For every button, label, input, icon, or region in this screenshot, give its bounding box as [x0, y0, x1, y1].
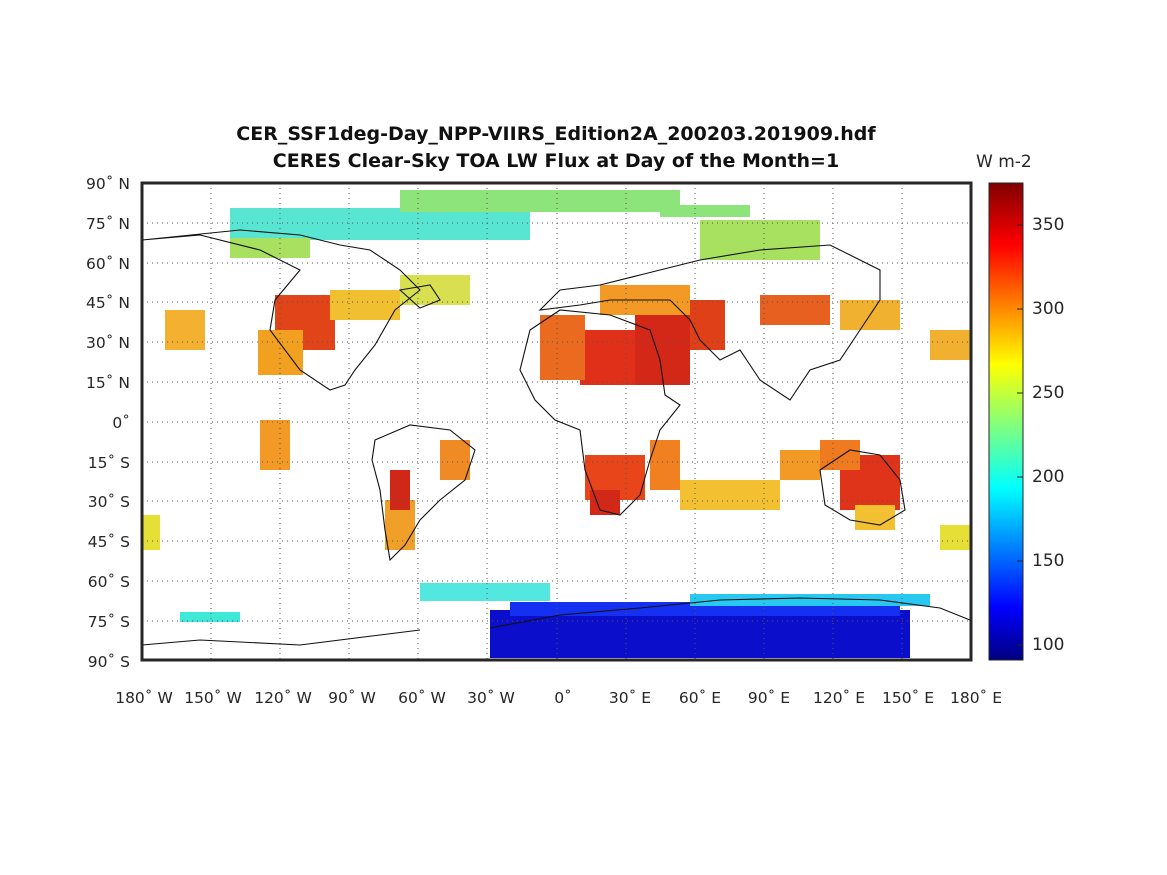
lon-label: 60˚ W — [398, 689, 446, 707]
lon-label: 150˚ W — [184, 689, 242, 707]
antarctic-low-flux — [490, 610, 910, 658]
south-america-coast — [371, 424, 476, 562]
lat-label: 30˚ N — [86, 334, 130, 352]
colorbar-tick-label: 300 — [1032, 299, 1065, 319]
pacific-south-flux — [142, 515, 160, 550]
lat-label: 90˚ S — [87, 653, 130, 671]
indian-ocean-flux — [680, 480, 780, 510]
lon-label: 0˚ — [554, 689, 572, 707]
north-america-coast — [142, 229, 421, 391]
pacific-tropical-flux — [260, 420, 290, 470]
flux-data-layer — [142, 190, 970, 658]
colorbar-tick-label: 250 — [1032, 383, 1065, 403]
sahara-flux — [580, 330, 635, 385]
us-southwest-flux — [258, 330, 303, 375]
australia-coast — [819, 449, 906, 526]
greenland-coast — [398, 284, 441, 309]
brazil-flux — [440, 440, 470, 480]
central-asia-flux — [760, 295, 830, 325]
arctic-flux — [230, 208, 530, 240]
lat-label: 0˚ — [112, 414, 130, 432]
pacific-flux — [165, 310, 205, 350]
pacific-west-flux — [930, 330, 970, 360]
lat-label: 60˚ N — [86, 255, 130, 273]
east-africa-flux — [650, 440, 680, 490]
map-frame — [140, 181, 973, 662]
arctic-flux — [660, 205, 750, 217]
new-zealand-flux — [940, 525, 970, 550]
lon-label: 120˚ E — [812, 689, 866, 707]
colorbar-unit-label: W m-2 — [976, 152, 1032, 172]
atlantic-north-flux — [400, 275, 470, 305]
colorbar-tick-label: 150 — [1032, 551, 1065, 571]
sahara-west-flux — [540, 315, 585, 380]
lon-label: 90˚ W — [328, 689, 376, 707]
colorbar-tick-label: 350 — [1032, 215, 1065, 235]
lon-label: 90˚ E — [747, 689, 791, 707]
lon-label: 180˚ W — [115, 689, 173, 707]
colorbar-ticks — [1017, 224, 1023, 646]
south-australia-flux — [855, 505, 895, 530]
colorbar-tick-label: 100 — [1032, 635, 1065, 655]
indonesia-flux — [780, 450, 820, 480]
lat-label: 15˚ N — [86, 374, 130, 392]
arabia-flux — [635, 315, 690, 385]
map-title-line2: CERES Clear-Sky TOA LW Flux at Day of th… — [272, 150, 840, 172]
lat-label: 15˚ S — [87, 454, 130, 472]
arctic-flux — [400, 190, 680, 212]
colorbar — [988, 182, 1024, 661]
colorbar-tick-label: 200 — [1032, 467, 1065, 487]
canada-flux — [230, 238, 310, 258]
andes-flux — [390, 470, 410, 510]
southern-ocean-flux — [420, 583, 550, 601]
lon-label: 30˚ E — [608, 689, 652, 707]
antarctic-coast-flux — [690, 594, 930, 606]
africa-coast — [519, 309, 681, 516]
lat-label: 75˚ S — [87, 613, 130, 631]
lat-label: 75˚ N — [86, 215, 130, 233]
lon-label: 30˚ W — [467, 689, 515, 707]
antarctica-coast — [142, 597, 971, 646]
southern-ocean-flux — [180, 612, 240, 622]
coastlines — [142, 229, 971, 646]
lon-label: 180˚ E — [949, 689, 1003, 707]
lon-label: 150˚ E — [881, 689, 935, 707]
lon-label: 120˚ W — [254, 689, 312, 707]
lat-label: 60˚ S — [87, 573, 130, 591]
map-title-line1: CER_SSF1deg-Day_NPP-VIIRS_Edition2A_2002… — [236, 123, 876, 145]
lat-label: 45˚ N — [86, 294, 130, 312]
lat-label: 45˚ S — [87, 533, 130, 551]
lon-label: 60˚ E — [678, 689, 722, 707]
lat-label: 30˚ S — [87, 493, 130, 511]
us-central-flux — [330, 290, 400, 320]
lat-label: 90˚ N — [86, 175, 130, 193]
siberia-flux — [700, 220, 820, 260]
eurasia-coast — [538, 244, 881, 401]
